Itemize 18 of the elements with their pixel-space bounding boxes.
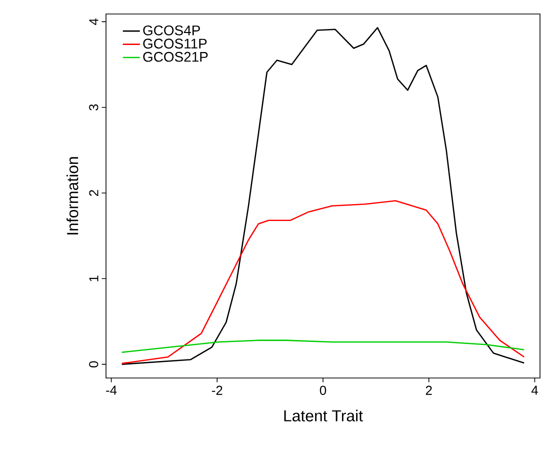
legend-label: GCOS21P [143,52,208,62]
x-tick-label: 4 [531,386,538,395]
y-tick-label: 1 [89,276,98,282]
x-tick-label: 2 [426,386,432,395]
x-tick-label: -2 [212,386,222,395]
legend-label: GCOS11P [143,38,207,49]
y-tick-label: 0 [89,361,98,368]
x-tick-label: -4 [106,386,117,395]
y-tick-label: 3 [89,104,98,110]
legend-label: GCOS4P [143,25,200,36]
y-axis-title: Information [66,157,78,234]
line-series [121,200,525,364]
x-axis-title: Latent Trait [284,410,363,422]
line-series [121,340,525,353]
x-tick-label: 0 [320,386,326,395]
y-tick-label: 4 [89,18,98,26]
y-tick-label: 2 [89,190,98,196]
line-series [121,27,525,365]
